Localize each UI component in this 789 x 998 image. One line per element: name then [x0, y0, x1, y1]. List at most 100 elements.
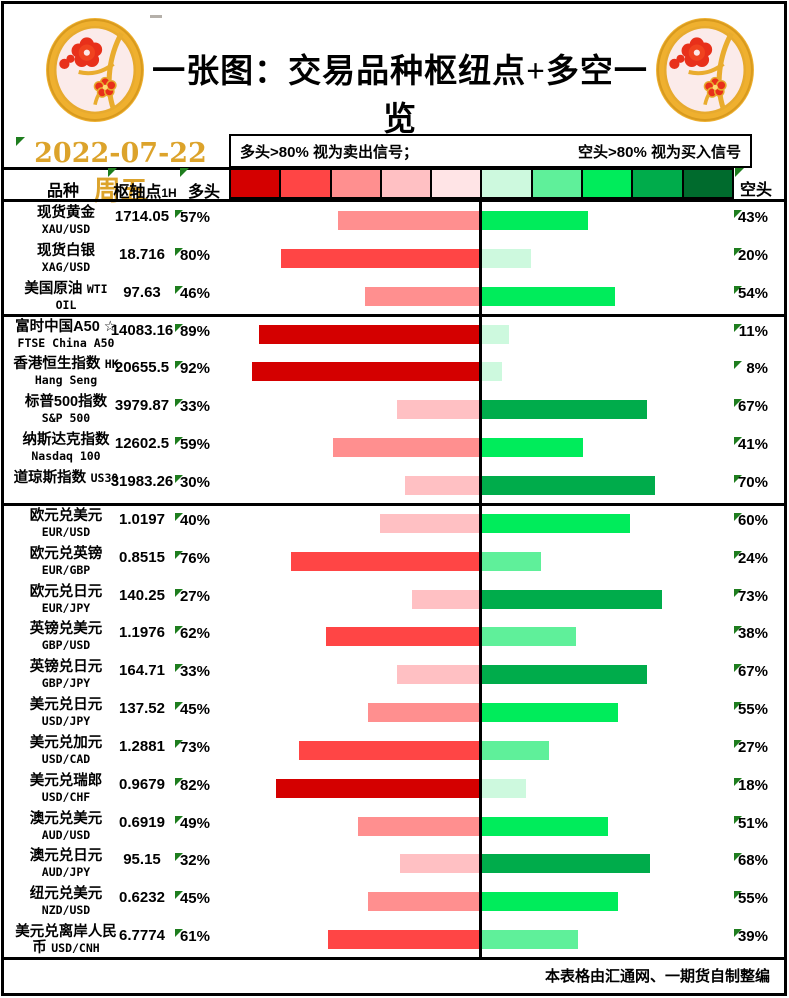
instrument-name: 现货白银 XAG/USD: [13, 243, 119, 275]
pivot-value: 14083.16: [110, 321, 174, 339]
flag-icon: [175, 285, 183, 294]
instrument-name: 纳斯达克指数 Nasdaq 100: [13, 432, 119, 464]
instrument-name-cn: 美元兑日元: [29, 697, 103, 714]
group-divider-line: [2, 503, 787, 507]
instrument-code: EUR/JPY: [41, 600, 91, 615]
short-bar: [482, 551, 541, 571]
instrument-name: 欧元兑日元 EUR/JPY: [13, 584, 119, 616]
gold-coin-icon: [656, 17, 754, 123]
short-percent: 43%: [737, 209, 768, 226]
flag-icon: [734, 664, 742, 673]
long-percent: 61%: [179, 928, 210, 946]
flag-icon: [175, 210, 183, 218]
short-bar: [482, 475, 655, 495]
long-bar: [259, 324, 479, 344]
short-percent: 55%: [737, 701, 768, 719]
instrument-code: US30: [90, 470, 119, 485]
pivot-value: 6.7774: [119, 927, 165, 945]
long-bar: [333, 438, 479, 458]
table-row: 美国原油 WTI OIL 97.63 46% 54%: [5, 278, 784, 316]
flag-icon: [734, 474, 742, 483]
pivot-value: 12602.5: [114, 435, 170, 453]
instrument-code: NZD/USD: [41, 903, 91, 918]
pivot-value: 3979.87: [114, 397, 170, 415]
table-row: 美元兑日元 USD/JPY 137.52 45% 55%: [5, 694, 784, 732]
long-percent: 92%: [179, 360, 210, 378]
short-percent: 27%: [737, 738, 768, 756]
long-bar: [281, 248, 479, 268]
pivot-value: 1.0197: [119, 510, 165, 528]
instrument-code: GBP/USD: [41, 638, 91, 653]
date-label: 2022-07-22 周五: [34, 138, 207, 207]
pivot-value: 137.52: [119, 700, 165, 718]
instrument-name-cn: 富时中国A50 ☆: [15, 318, 117, 335]
table-row: 澳元兑日元 AUD/JPY 95.15 32% 68%: [5, 845, 784, 883]
short-percent: 41%: [737, 436, 768, 454]
long-bar: [358, 816, 479, 836]
table-row: 道琼斯指数 US30 31983.26 30% 70%: [5, 467, 784, 505]
instrument-name: 道琼斯指数 US30: [13, 470, 119, 486]
long-bar: [291, 551, 479, 571]
long-percent: 33%: [179, 398, 210, 416]
instrument-name: 美元兑离岸人民币 USD/CNH: [13, 924, 119, 956]
instrument-name-cn: 现货白银: [37, 242, 95, 259]
table-row: 英镑兑日元 GBP/JPY 164.71 33% 67%: [5, 656, 784, 694]
instrument-name-cn: 欧元兑日元: [29, 583, 103, 600]
instrument-name-cn: 欧元兑英镑: [29, 545, 103, 562]
color-swatch: [683, 170, 732, 197]
table-row: 美元兑离岸人民币 USD/CNH 6.7774 61% 39%: [5, 921, 784, 959]
instrument-code: AUD/USD: [41, 827, 91, 842]
pivot-value: 20655.5: [114, 359, 170, 377]
instrument-code: Nasdaq 100: [31, 449, 101, 464]
short-percent: 70%: [737, 473, 768, 491]
instrument-name-cn: 澳元兑美元: [29, 810, 103, 827]
flag-icon: [175, 739, 183, 748]
flag-icon: [734, 247, 742, 256]
long-percent: 30%: [179, 473, 210, 491]
short-percent: 54%: [737, 284, 768, 302]
table-row: 欧元兑英镑 EUR/GBP 0.8515 76% 24%: [5, 543, 784, 581]
flag-icon: [175, 891, 183, 900]
pivot-value: 0.8515: [119, 548, 165, 566]
instrument-code: AUD/JPY: [41, 865, 91, 880]
long-bar: [365, 286, 479, 306]
pivot-value: 164.71: [119, 662, 165, 680]
instrument-name-cn: 道琼斯指数: [13, 469, 87, 486]
instrument-name-cn: 香港恒生指数: [13, 356, 101, 373]
table-row: 现货黄金 XAU/USD 1714.05 57% 43%: [5, 202, 784, 240]
long-percent: 62%: [179, 625, 210, 643]
instrument-name: 欧元兑美元 EUR/USD: [13, 508, 119, 540]
instrument-name: 现货黄金 XAU/USD: [13, 205, 119, 237]
flag-icon: [734, 437, 742, 446]
pivot-value: 31983.26: [110, 472, 174, 490]
flag-icon: [734, 739, 742, 748]
table-row: 富时中国A50 ☆ FTSE China A50 14083.16 89% 11…: [5, 316, 784, 354]
long-percent: 89%: [179, 322, 210, 340]
instrument-code: GBP/JPY: [41, 676, 91, 691]
flag-icon: [108, 168, 117, 177]
long-bar: [299, 740, 479, 760]
table-row: 美元兑瑞郎 USD/CHF 0.9679 82% 18%: [5, 770, 784, 808]
flag-icon: [175, 626, 183, 635]
long-percent: 82%: [179, 776, 210, 794]
flag-icon: [175, 853, 183, 862]
instrument-code: XAU/USD: [41, 222, 91, 236]
instrument-name-cn: 现货黄金: [37, 205, 95, 221]
pivot-value: 0.6919: [119, 813, 165, 831]
color-swatch: [231, 170, 280, 197]
flag-icon: [734, 361, 742, 370]
short-percent: 55%: [737, 890, 768, 908]
flag-icon: [734, 777, 742, 786]
flag-icon: [175, 399, 183, 408]
small-dash: [150, 15, 162, 18]
long-percent: 46%: [179, 284, 210, 302]
instrument-name: 美元兑日元 USD/JPY: [13, 697, 119, 729]
center-axis-line: [479, 199, 482, 960]
instrument-name-cn: 纽元兑美元: [29, 886, 103, 903]
flag-icon: [175, 777, 183, 786]
short-bar: [482, 248, 531, 268]
flag-icon: [175, 361, 183, 370]
short-bar: [482, 324, 509, 344]
instrument-name: 澳元兑日元 AUD/JPY: [13, 848, 119, 880]
